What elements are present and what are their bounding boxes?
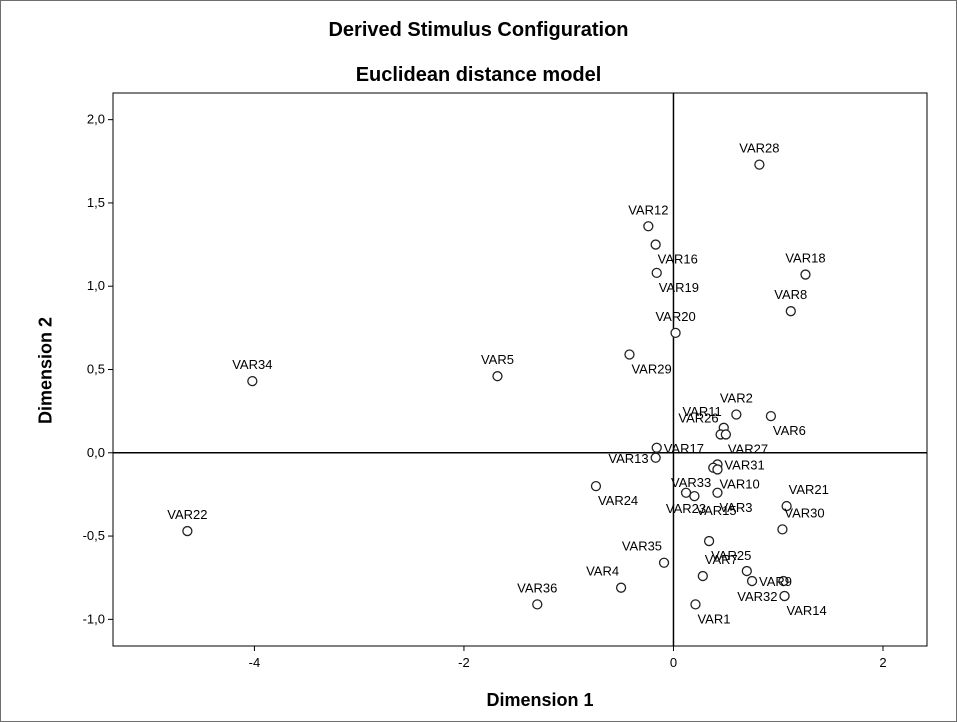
x-axis-ticks: -4 -2 0 2 bbox=[249, 646, 887, 670]
point-label: VAR32 bbox=[737, 589, 777, 604]
scatter-point bbox=[689, 490, 700, 502]
scatter-point bbox=[590, 480, 602, 492]
point-label: VAR16 bbox=[658, 252, 698, 267]
point-label: VAR27 bbox=[728, 441, 768, 456]
point-label: VAR18 bbox=[785, 251, 825, 266]
chart-title: Derived Stimulus Configuration bbox=[328, 19, 629, 41]
point-label: VAR23 bbox=[666, 501, 706, 516]
x-tick-label: 0 bbox=[670, 655, 677, 670]
point-label: VAR30 bbox=[784, 505, 824, 520]
point-label: VAR3 bbox=[719, 500, 752, 515]
point-label: VAR34 bbox=[232, 357, 272, 372]
point-label: VAR31 bbox=[724, 457, 764, 472]
point-label: VAR14 bbox=[787, 603, 827, 618]
scatter-point bbox=[697, 570, 708, 582]
point-label: VAR21 bbox=[789, 482, 829, 497]
scatter-point bbox=[624, 349, 635, 360]
point-label: VAR12 bbox=[628, 202, 668, 217]
scatter-point bbox=[712, 464, 723, 475]
point-label: VAR4 bbox=[586, 564, 619, 579]
point-label: VAR26 bbox=[678, 410, 718, 425]
point-label: VAR13 bbox=[608, 451, 648, 466]
point-labels: VAR28 VAR12 VAR16 VAR19 VAR18 VAR8 VAR20 VAR29 V… bbox=[167, 141, 829, 627]
scatter-point bbox=[777, 524, 788, 535]
y-tick-label: 0,0 bbox=[87, 445, 105, 460]
scatter-point bbox=[658, 557, 670, 568]
scatter-point bbox=[651, 442, 662, 453]
y-axis-ticks: 2,0 1,5 1,0 0,5 0,0 -0,5 -1,0 bbox=[83, 112, 113, 626]
y-tick-label: -1,0 bbox=[83, 611, 105, 626]
reference-lines bbox=[113, 93, 927, 646]
scatter-point bbox=[779, 590, 790, 602]
y-tick-label: -0,5 bbox=[83, 528, 105, 543]
scatter-point bbox=[754, 159, 765, 170]
scatter-point bbox=[650, 452, 661, 463]
y-tick-label: 1,0 bbox=[87, 278, 105, 293]
scatter-point bbox=[720, 429, 732, 440]
scatter-point bbox=[785, 306, 796, 317]
x-tick-label: -4 bbox=[249, 655, 261, 670]
point-label: VAR5 bbox=[481, 352, 514, 367]
point-label: VAR25 bbox=[711, 548, 751, 563]
scatter-point bbox=[650, 239, 661, 250]
scatter-point bbox=[746, 575, 758, 587]
point-label: VAR10 bbox=[719, 476, 759, 491]
point-label: VAR8 bbox=[774, 287, 807, 302]
scatter-point bbox=[800, 269, 811, 280]
point-label: VAR29 bbox=[631, 362, 671, 377]
x-axis-label: Dimension 1 bbox=[486, 690, 594, 710]
scatter-point bbox=[670, 327, 681, 339]
point-label: VAR19 bbox=[659, 280, 699, 295]
x-tick-label: 2 bbox=[879, 655, 886, 670]
data-points bbox=[182, 159, 811, 610]
scatter-point bbox=[643, 221, 654, 232]
point-label: VAR22 bbox=[167, 507, 207, 522]
point-label: VAR6 bbox=[773, 423, 806, 438]
scatter-point bbox=[182, 525, 193, 537]
scatter-point bbox=[781, 500, 792, 512]
x-tick-label: -2 bbox=[458, 655, 470, 670]
point-label: VAR17 bbox=[664, 441, 704, 456]
point-label: VAR11 bbox=[682, 404, 721, 419]
point-label: VAR33 bbox=[671, 475, 711, 490]
point-label: VAR35 bbox=[622, 539, 662, 554]
scatter-point bbox=[532, 599, 543, 610]
scatter-point bbox=[741, 565, 752, 577]
point-label: VAR28 bbox=[739, 141, 779, 156]
point-label: VAR9 bbox=[759, 574, 792, 589]
scatter-point bbox=[731, 409, 742, 420]
point-label: VAR7 bbox=[705, 552, 738, 567]
point-label: VAR1 bbox=[697, 611, 730, 626]
scatter-point bbox=[712, 487, 723, 498]
scatter-point bbox=[703, 535, 715, 547]
scatter-point bbox=[690, 599, 701, 610]
chart-subtitle: Euclidean distance model bbox=[355, 64, 602, 86]
scatter-point bbox=[247, 376, 258, 387]
y-tick-label: 0,5 bbox=[87, 362, 105, 377]
point-label: VAR24 bbox=[598, 493, 638, 508]
scatter-point bbox=[778, 575, 789, 587]
point-label: VAR2 bbox=[720, 390, 753, 405]
point-label: VAR15 bbox=[696, 503, 736, 518]
scatter-point bbox=[615, 582, 627, 593]
y-tick-label: 2,0 bbox=[87, 112, 105, 127]
point-label: VAR20 bbox=[655, 309, 695, 324]
scatter-point bbox=[651, 267, 662, 279]
y-tick-label: 1,5 bbox=[87, 195, 105, 210]
scatter-point bbox=[492, 371, 503, 382]
point-label: VAR36 bbox=[517, 580, 557, 595]
scatter-point bbox=[765, 410, 777, 422]
